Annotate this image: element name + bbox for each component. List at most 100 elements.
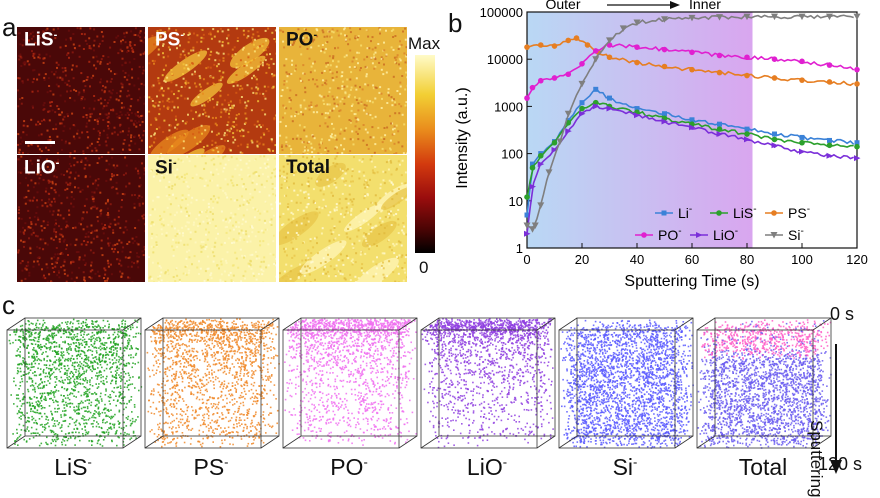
cube-label-ps: PS- (141, 454, 281, 481)
cube-label-charge: - (87, 454, 91, 469)
legend-name: LiS (733, 205, 753, 221)
legend-marker-li (662, 211, 667, 216)
series-marker-po (827, 62, 833, 68)
series-marker-li (800, 135, 805, 140)
series-marker-li (717, 122, 722, 127)
legend-label-po: PO- (658, 226, 682, 243)
cube-label-text: PS (193, 454, 224, 480)
series-marker-po (854, 67, 860, 73)
series-marker-li (745, 127, 750, 132)
y-tick-label: 10 (509, 194, 523, 209)
series-marker-li (593, 87, 598, 92)
cube-render (557, 316, 695, 454)
series-marker-po (530, 85, 536, 91)
series-marker-ps (607, 54, 613, 60)
series-marker-li (607, 96, 612, 101)
series-marker-po (662, 47, 668, 53)
cube-label-text: Si (613, 454, 633, 480)
y-tick-label: 1 (516, 241, 523, 256)
cube-label-text: LiO (467, 454, 503, 480)
legend-name: Si (788, 227, 800, 243)
series-marker-ps (744, 73, 750, 79)
x-tick-label: 120 (846, 252, 868, 267)
cube-label-charge: - (633, 454, 637, 469)
series-marker-si (854, 14, 861, 20)
legend-name: Li (678, 205, 689, 221)
cube-label-lis: LiS- (3, 454, 143, 481)
x-tick-label: 20 (575, 252, 589, 267)
series-marker-lis (524, 194, 530, 200)
depth-cube-lis (5, 316, 143, 454)
series-marker-po (524, 95, 530, 101)
series-marker-ps (662, 64, 668, 70)
x-tick-label: 100 (791, 252, 813, 267)
series-marker-po (634, 44, 640, 50)
cube-label-charge: - (503, 454, 507, 469)
series-marker-lio (799, 149, 806, 155)
legend-marker-lis (716, 210, 722, 216)
cube-render (5, 316, 143, 454)
series-marker-ps (799, 77, 805, 83)
legend-charge: - (800, 226, 803, 237)
cube-label-text: PO (330, 454, 363, 480)
legend-name: PS (788, 205, 807, 221)
cube-render (143, 316, 281, 454)
series-marker-lis (799, 140, 805, 146)
annotation-arrow-head (670, 1, 680, 9)
series-marker-ps (772, 75, 778, 81)
series-marker-po (744, 54, 750, 60)
y-axis-title: Intensity (a.u.) (454, 87, 471, 188)
x-tick-label: 60 (685, 252, 699, 267)
x-tick-label: 0 (523, 252, 530, 267)
legend-label-lis: LiS- (733, 204, 757, 221)
series-marker-po (565, 71, 571, 77)
y-tick-label: 10000 (487, 52, 523, 67)
legend-charge: - (807, 204, 810, 215)
depth-cube-lio (419, 316, 557, 454)
series-marker-po (552, 75, 558, 81)
series-marker-lis (772, 137, 778, 143)
x-tick-label: 80 (740, 252, 754, 267)
legend-charge: - (735, 226, 738, 237)
legend-charge: - (753, 204, 756, 215)
series-marker-po (772, 56, 778, 62)
series-marker-lio (827, 153, 834, 159)
legend-marker-ps (771, 210, 777, 216)
series-marker-ps (827, 79, 833, 85)
cube-label-charge: - (363, 454, 367, 469)
cube-label-lio: LiO- (417, 454, 557, 481)
series-marker-ps (565, 38, 571, 44)
cube-label-po: PO- (279, 454, 419, 481)
series-marker-lis (538, 153, 544, 159)
series-marker-ps (689, 67, 695, 73)
sputter-arrow (824, 308, 880, 478)
series-marker-li (827, 138, 832, 143)
series-marker-lis (744, 131, 750, 137)
series-marker-ps (634, 60, 640, 66)
series-marker-li (772, 132, 777, 137)
legend-name: LiO (713, 227, 735, 243)
series-marker-ps (574, 35, 580, 41)
cube-label-text: Total (739, 454, 788, 480)
legend-marker-po (641, 232, 647, 238)
series-marker-lis (530, 165, 536, 171)
depth-cube-si (557, 316, 695, 454)
series-marker-ps (552, 43, 558, 49)
x-axis-title: Sputtering Time (s) (624, 273, 759, 290)
annotation-inner: Inner (689, 0, 721, 12)
legend-charge: - (689, 204, 692, 215)
x-tick-label: 40 (630, 252, 644, 267)
y-tick-label: 100 (501, 147, 523, 162)
cube-render (281, 316, 419, 454)
y-tick-label: 100000 (480, 5, 523, 20)
annotation-outer: Outer (545, 0, 580, 12)
legend-label-lio: LiO- (713, 226, 738, 243)
series-marker-po (799, 59, 805, 65)
cube-label-text: LiS (54, 454, 87, 480)
series-marker-lis (854, 144, 860, 150)
cube-label-si: Si- (555, 454, 695, 481)
depth-cube-po (281, 316, 419, 454)
series-marker-li (662, 111, 667, 116)
depth-cube-ps (143, 316, 281, 454)
legend-name: PO (658, 227, 678, 243)
